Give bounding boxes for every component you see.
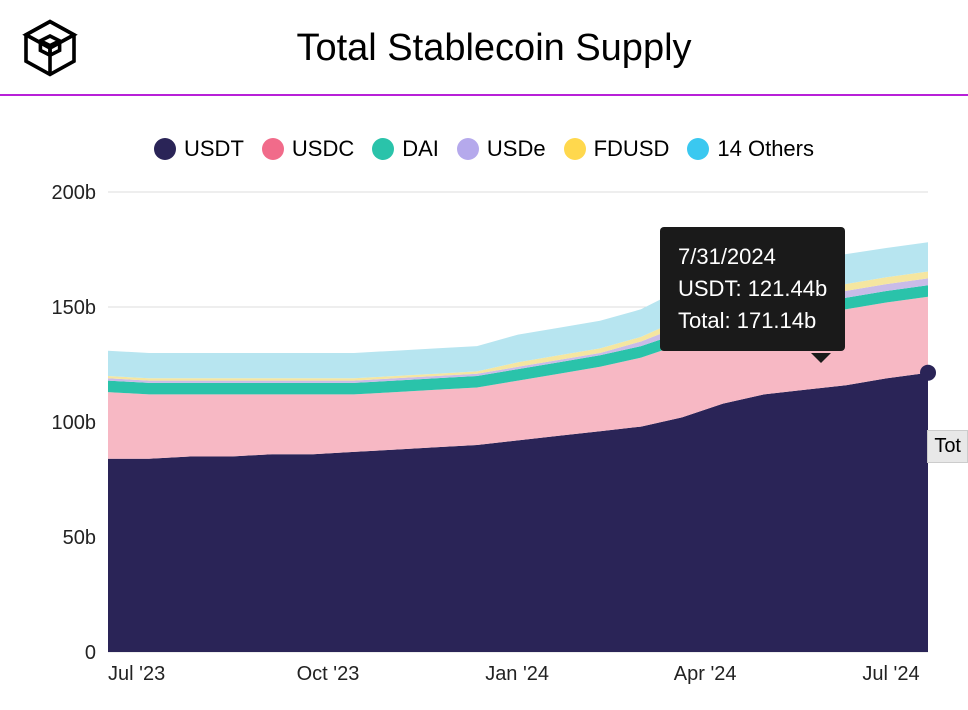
svg-text:Oct '23: Oct '23 [297, 663, 360, 685]
chart-header: Total Stablecoin Supply [0, 0, 968, 96]
legend-dot-icon [372, 138, 394, 160]
legend-dot-icon [687, 138, 709, 160]
legend: USDT USDC DAI USDe FDUSD 14 Others [0, 96, 968, 182]
legend-dot-icon [154, 138, 176, 160]
legend-dot-icon [457, 138, 479, 160]
tooltip-line1: USDT: 121.44b [678, 273, 827, 305]
svg-text:Jan '24: Jan '24 [485, 663, 549, 685]
legend-item[interactable]: 14 Others [687, 136, 814, 162]
legend-label: USDe [487, 136, 546, 162]
legend-item[interactable]: DAI [372, 136, 439, 162]
svg-text:Apr '24: Apr '24 [674, 663, 737, 685]
legend-dot-icon [262, 138, 284, 160]
legend-label: FDUSD [594, 136, 670, 162]
svg-text:150b: 150b [52, 297, 97, 319]
svg-text:200b: 200b [52, 182, 97, 204]
svg-text:Jul '24: Jul '24 [862, 663, 919, 685]
side-label: Tot [927, 430, 968, 463]
svg-text:0: 0 [85, 642, 96, 664]
tooltip-date: 7/31/2024 [678, 241, 827, 273]
legend-label: USDC [292, 136, 354, 162]
svg-text:50b: 50b [63, 527, 96, 549]
chart-area: 0 50b 100b 150b 200b Jul '23 Oct '23 Jan '24 Apr… [0, 182, 968, 695]
tooltip-line2: Total: 171.14b [678, 305, 827, 337]
legend-label: USDT [184, 136, 244, 162]
legend-item[interactable]: USDe [457, 136, 546, 162]
legend-item[interactable]: FDUSD [564, 136, 670, 162]
legend-dot-icon [564, 138, 586, 160]
legend-item[interactable]: USDC [262, 136, 354, 162]
legend-label: 14 Others [717, 136, 814, 162]
tooltip: 7/31/2024 USDT: 121.44b Total: 171.14b [660, 227, 845, 351]
legend-item[interactable]: USDT [154, 136, 244, 162]
chart-title: Total Stablecoin Supply [40, 27, 948, 70]
legend-label: DAI [402, 136, 439, 162]
svg-text:100b: 100b [52, 412, 97, 434]
svg-text:Jul '23: Jul '23 [108, 663, 165, 685]
